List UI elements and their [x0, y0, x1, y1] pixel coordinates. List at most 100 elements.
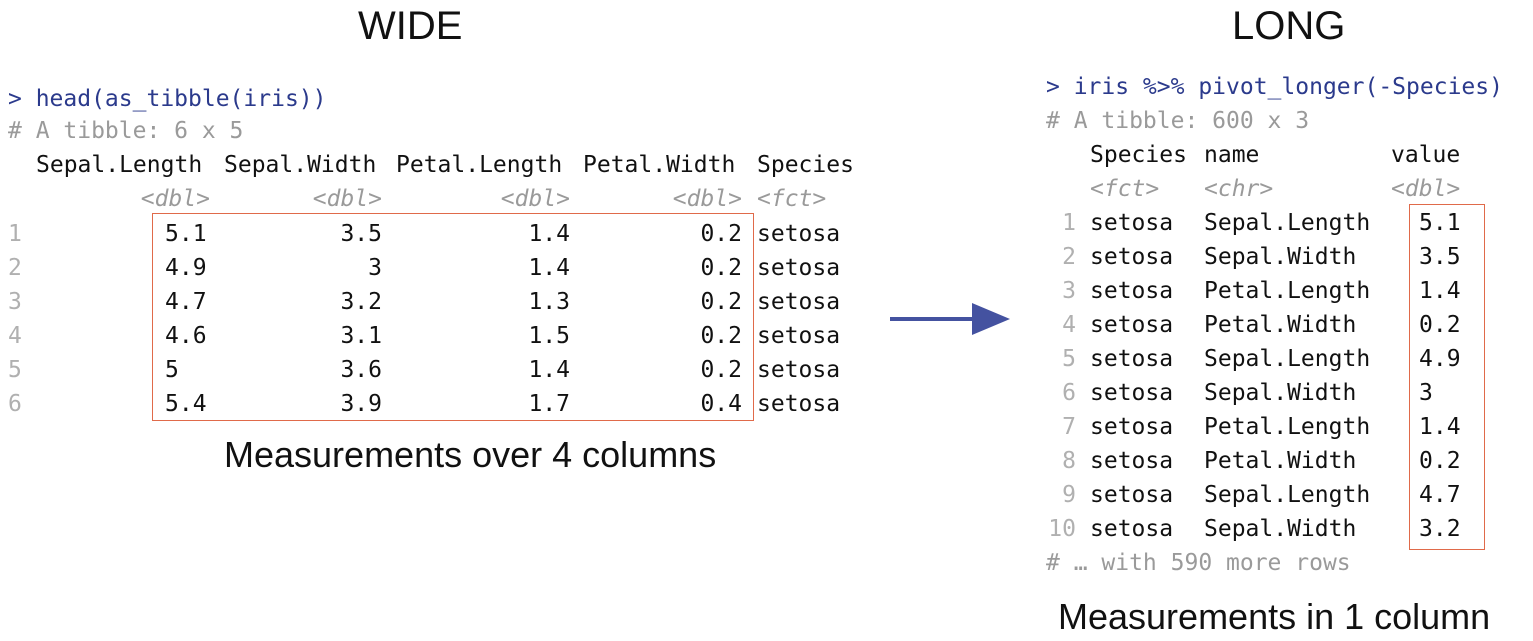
- wide-header-petal-length: Petal.Length: [396, 152, 563, 178]
- wide-caption: Measurements over 4 columns: [224, 434, 717, 475]
- long-cell-species: setosa: [1090, 380, 1174, 406]
- wide-tibble-info: # A tibble: 6 x 5: [8, 118, 244, 144]
- long-value-highlight-box: [1409, 204, 1485, 550]
- wide-header-sepal-width: Sepal.Width: [224, 152, 377, 178]
- wide-cell-petal-length: 1.5: [528, 323, 570, 349]
- wide-row-number: 2: [8, 255, 22, 281]
- long-cell-name: Sepal.Length: [1204, 482, 1371, 508]
- wide-type-species: <fct>: [757, 186, 827, 212]
- long-cell-name: Petal.Width: [1204, 312, 1357, 338]
- wide-cell-sepal-length: 4.7: [165, 289, 207, 315]
- wide-row-number: 5: [8, 357, 22, 383]
- long-type-name: <chr>: [1204, 176, 1274, 202]
- long-cell-species: setosa: [1090, 244, 1174, 270]
- wide-type-sepal-width: <dbl>: [312, 186, 382, 212]
- long-cell-species: setosa: [1090, 482, 1174, 508]
- long-row-number: 2: [1062, 244, 1076, 270]
- long-cell-species: setosa: [1090, 278, 1174, 304]
- wide-measurements-highlight-box: [152, 213, 754, 421]
- long-cell-value: 0.2: [1419, 448, 1461, 474]
- long-cell-name: Sepal.Width: [1204, 516, 1357, 542]
- long-type-species: <fct>: [1090, 176, 1160, 202]
- long-cell-value: 5.1: [1419, 210, 1461, 236]
- wide-cell-sepal-width: 3: [368, 255, 382, 281]
- long-cell-species: setosa: [1090, 346, 1174, 372]
- wide-cell-species: setosa: [757, 391, 841, 417]
- long-title: LONG: [1232, 4, 1346, 48]
- wide-cell-petal-width: 0.4: [700, 391, 742, 417]
- long-row-number: 10: [1048, 516, 1076, 542]
- wide-cell-sepal-length: 5.1: [165, 221, 207, 247]
- long-row-number: 8: [1062, 448, 1076, 474]
- wide-cell-sepal-width: 3.6: [340, 357, 382, 383]
- wide-cell-petal-width: 0.2: [700, 255, 742, 281]
- wide-cell-petal-length: 1.4: [528, 255, 570, 281]
- long-command: > iris %>% pivot_longer(-Species): [1046, 74, 1503, 100]
- wide-type-petal-length: <dbl>: [500, 186, 570, 212]
- long-cell-name: Petal.Width: [1204, 448, 1357, 474]
- long-tibble-info: # A tibble: 600 x 3: [1046, 108, 1310, 134]
- long-row-number: 1: [1062, 210, 1076, 236]
- long-cell-name: Sepal.Width: [1204, 380, 1357, 406]
- wide-row-number: 6: [8, 391, 22, 417]
- wide-cell-sepal-width: 3.5: [340, 221, 382, 247]
- long-row-number: 6: [1062, 380, 1076, 406]
- wide-header-species: Species: [757, 152, 854, 178]
- long-row-number: 9: [1062, 482, 1076, 508]
- wide-cell-species: setosa: [757, 255, 841, 281]
- wide-cell-petal-width: 0.2: [700, 289, 742, 315]
- wide-row-number: 3: [8, 289, 22, 315]
- wide-header-petal-width: Petal.Width: [583, 152, 736, 178]
- long-header-value: value: [1391, 142, 1461, 168]
- wide-cell-sepal-length: 5.4: [165, 391, 207, 417]
- long-cell-value: 0.2: [1419, 312, 1461, 338]
- wide-cell-sepal-length: 4.6: [165, 323, 207, 349]
- long-cell-species: setosa: [1090, 414, 1174, 440]
- long-cell-species: setosa: [1090, 448, 1174, 474]
- long-header-species: Species: [1090, 142, 1187, 168]
- wide-cell-petal-length: 1.3: [528, 289, 570, 315]
- wide-cell-species: setosa: [757, 289, 841, 315]
- wide-cell-sepal-width: 3.9: [340, 391, 382, 417]
- wide-command: > head(as_tibble(iris)): [8, 86, 327, 112]
- long-row-number: 5: [1062, 346, 1076, 372]
- wide-cell-sepal-width: 3.1: [340, 323, 382, 349]
- wide-title: WIDE: [358, 4, 463, 48]
- long-cell-value: 1.4: [1419, 278, 1461, 304]
- long-cell-species: setosa: [1090, 516, 1174, 542]
- wide-cell-petal-length: 1.7: [528, 391, 570, 417]
- long-cell-value: 4.9: [1419, 346, 1461, 372]
- long-row-number: 4: [1062, 312, 1076, 338]
- long-cell-value: 1.4: [1419, 414, 1461, 440]
- long-type-value: <dbl>: [1391, 176, 1461, 202]
- right-arrow-icon: [890, 303, 1010, 335]
- long-cell-name: Sepal.Width: [1204, 244, 1357, 270]
- wide-type-petal-width: <dbl>: [672, 186, 742, 212]
- wide-cell-petal-width: 0.2: [700, 221, 742, 247]
- wide-row-number: 1: [8, 221, 22, 247]
- wide-cell-petal-width: 0.2: [700, 357, 742, 383]
- wide-row-number: 4: [8, 323, 22, 349]
- long-row-number: 3: [1062, 278, 1076, 304]
- wide-cell-sepal-length: 4.9: [165, 255, 207, 281]
- wide-cell-sepal-width: 3.2: [340, 289, 382, 315]
- long-cell-value: 4.7: [1419, 482, 1461, 508]
- long-cell-value: 3.2: [1419, 516, 1461, 542]
- wide-header-sepal-length: Sepal.Length: [36, 152, 203, 178]
- long-cell-value: 3.5: [1419, 244, 1461, 270]
- long-cell-name: Petal.Length: [1204, 414, 1371, 440]
- long-cell-name: Sepal.Length: [1204, 346, 1371, 372]
- long-cell-value: 3: [1419, 380, 1433, 406]
- long-cell-species: setosa: [1090, 312, 1174, 338]
- long-row-number: 7: [1062, 414, 1076, 440]
- wide-cell-sepal-length: 5: [165, 357, 179, 383]
- wide-type-sepal-length: <dbl>: [140, 186, 210, 212]
- long-cell-species: setosa: [1090, 210, 1174, 236]
- long-cell-name: Sepal.Length: [1204, 210, 1371, 236]
- long-caption: Measurements in 1 column: [1058, 596, 1491, 637]
- wide-cell-species: setosa: [757, 221, 841, 247]
- wide-cell-petal-width: 0.2: [700, 323, 742, 349]
- long-cell-name: Petal.Length: [1204, 278, 1371, 304]
- wide-cell-petal-length: 1.4: [528, 357, 570, 383]
